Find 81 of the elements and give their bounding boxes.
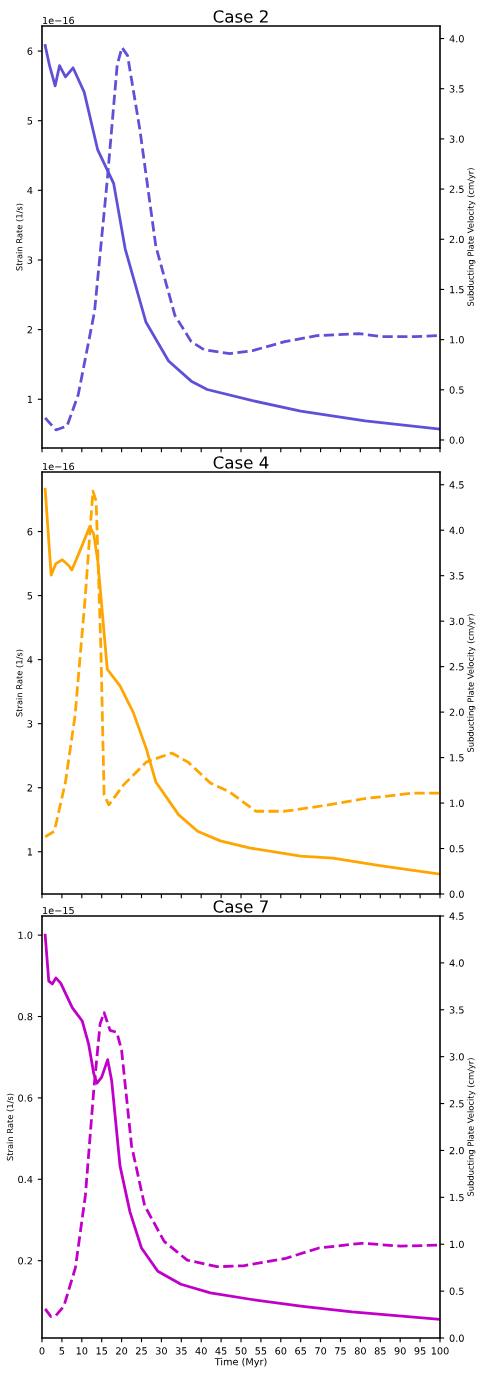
y2-tick-label: 2.0 xyxy=(449,235,464,244)
y2-tick-label: 4.0 xyxy=(449,526,464,535)
y-tick-label: 2 xyxy=(27,326,32,334)
y2-tick-label: 4.0 xyxy=(449,959,464,967)
y-tick-label: 4 xyxy=(27,186,33,195)
y2-tick-label: 1.5 xyxy=(450,754,464,762)
x-tick-label: 90 xyxy=(394,1347,406,1355)
y-tick-label: 3 xyxy=(27,720,33,728)
y2-tick-label: 4.0 xyxy=(449,35,464,43)
x-tick-label: 0 xyxy=(39,1347,45,1355)
x-tick-label: 95 xyxy=(414,1347,426,1355)
x-tick-label: 20 xyxy=(116,1347,128,1355)
y2-tick-label: 0.5 xyxy=(449,1287,464,1295)
y2-tick-label: 0.0 xyxy=(449,890,464,898)
x-tick-label: 40 xyxy=(195,1347,207,1355)
y2-tick-label: 2.5 xyxy=(449,1100,464,1108)
y2-tick-label: 0.5 xyxy=(449,386,464,394)
y2-tick-label: 4.5 xyxy=(449,481,464,489)
x-tick-label: 80 xyxy=(354,1347,366,1355)
y-tick-label: 5 xyxy=(27,117,33,125)
y-tick-label: 4 xyxy=(27,656,33,664)
y2-tick-label: 1.0 xyxy=(450,799,464,807)
x-axis-title: Time (Myr) xyxy=(214,1357,267,1368)
y2-tick-label: 3.0 xyxy=(449,135,464,143)
y-tick-label: 5 xyxy=(27,592,33,600)
y-tick-label: 6 xyxy=(27,528,33,536)
y2-tick-label: 2.0 xyxy=(449,1146,464,1155)
y2-tick-label: 1.0 xyxy=(450,336,464,344)
y2-tick-label: 0.0 xyxy=(449,1334,464,1342)
y-tick-label: 0.2 xyxy=(18,1257,32,1265)
x-tick-label: 25 xyxy=(136,1347,147,1355)
line-series xyxy=(43,933,440,1321)
x-tick-label: 45 xyxy=(215,1347,227,1355)
y-tick-label: 1 xyxy=(27,395,33,403)
y2-tick-label: 2.5 xyxy=(449,185,464,193)
y2-tick-label: 1.5 xyxy=(450,286,464,294)
x-tick-label: 50 xyxy=(235,1347,247,1355)
y-tick-label: 1.0 xyxy=(18,931,33,939)
chart-title: Case 4 xyxy=(213,456,269,469)
y2-axis-title: Subducting Plate Velocity (cm/yr) xyxy=(467,1058,476,1196)
y2-tick-label: 2.5 xyxy=(449,663,464,671)
y2-tick-label: 1.0 xyxy=(450,1240,464,1249)
x-tick-label: 100 xyxy=(431,1347,449,1355)
text: 1e−16 xyxy=(43,16,75,25)
x-tick-label: 5 xyxy=(59,1347,65,1355)
y2-tick-label: 3.5 xyxy=(449,85,464,93)
y-tick-label: 2 xyxy=(27,784,32,792)
x-tick-label: 85 xyxy=(374,1347,386,1355)
y2-tick-label: 3.0 xyxy=(449,1053,464,1061)
text: 1e−15 xyxy=(43,906,74,915)
x-tick-label: 55 xyxy=(255,1347,267,1355)
x-tick-label: 75 xyxy=(335,1347,346,1355)
y2-tick-label: 2.0 xyxy=(449,708,464,716)
y2-tick-label: 1.5 xyxy=(450,1193,464,1202)
text: 1e−16 xyxy=(43,462,75,471)
x-tick-label: 10 xyxy=(76,1347,88,1355)
y-axis-title: Strain Rate (1/s) xyxy=(6,1093,15,1161)
y-tick-label: 3 xyxy=(27,256,33,264)
y2-tick-label: 0.0 xyxy=(449,436,464,444)
y-tick-label: 0.4 xyxy=(18,1175,33,1184)
y2-tick-label: 0.5 xyxy=(449,845,464,853)
chart-title: Case 2 xyxy=(213,10,268,23)
y2-tick-label: 3.5 xyxy=(449,1006,464,1014)
chart-title: Case 7 xyxy=(213,900,268,913)
y2-tick-label: 3.0 xyxy=(449,617,464,625)
x-tick-label: 65 xyxy=(295,1347,307,1355)
y2-tick-label: 3.5 xyxy=(449,572,464,580)
x-tick-label: 15 xyxy=(96,1347,108,1355)
y-axis-title: Strain Rate (1/s) xyxy=(15,203,24,271)
y-axis-title: Strain Rate (1/s) xyxy=(15,649,24,717)
y-tick-label: 1 xyxy=(27,848,33,856)
y-tick-label: 0.6 xyxy=(18,1094,33,1102)
x-tick-label: 60 xyxy=(275,1347,287,1355)
y2-tick-label: 4.5 xyxy=(449,912,464,920)
x-tick-label: 30 xyxy=(155,1347,167,1355)
y2-axis-title: Subducting Plate Velocity (cm/yr) xyxy=(467,168,476,306)
y2-axis-title: Subducting Plate Velocity (cm/yr) xyxy=(467,614,476,752)
x-tick-label: 35 xyxy=(175,1347,187,1355)
y-tick-label: 0.8 xyxy=(18,1012,33,1021)
y-tick-label: 6 xyxy=(27,47,33,55)
x-tick-label: 70 xyxy=(315,1347,327,1355)
